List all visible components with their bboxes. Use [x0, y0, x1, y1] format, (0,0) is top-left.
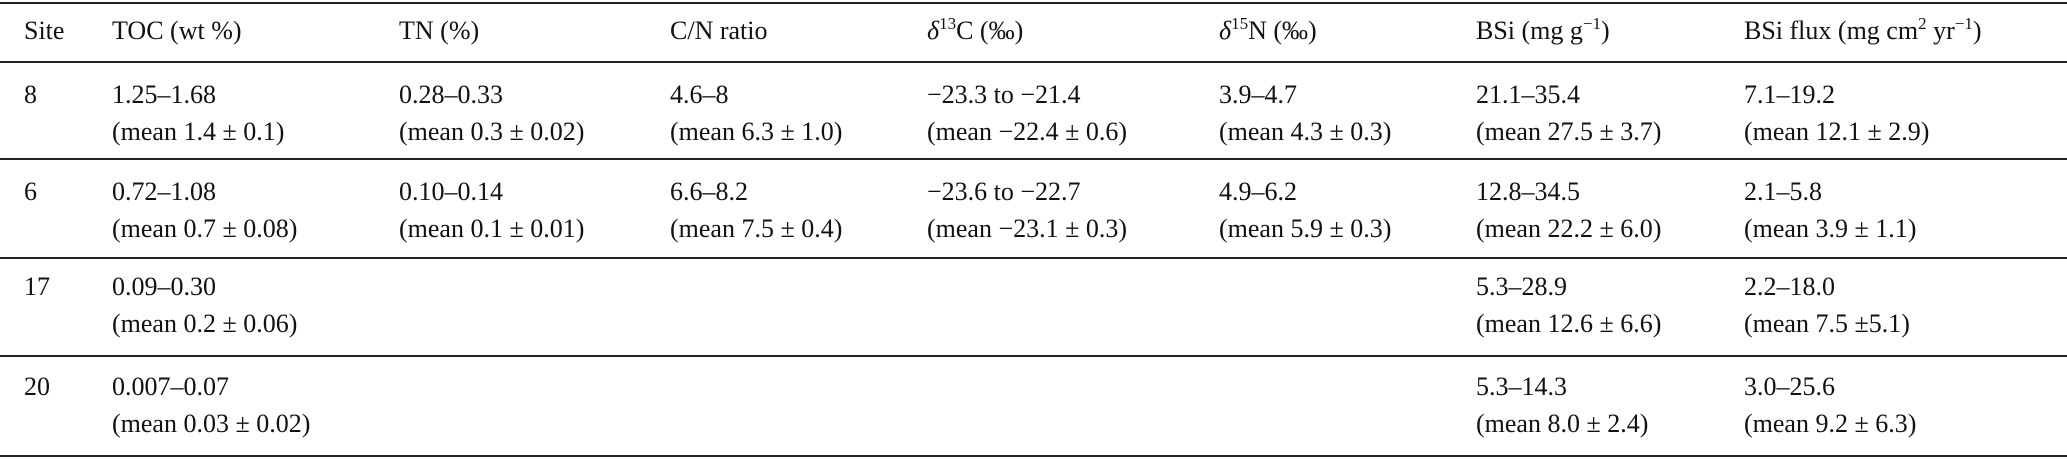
header-text: BSi (mg g: [1476, 16, 1583, 45]
mean-text: (mean 27.5 ± 3.7): [1476, 117, 1662, 146]
range-text: 12.8–34.5: [1476, 177, 1580, 206]
header-superscript: −1: [1954, 14, 1973, 33]
range-text: 0.007–0.07: [112, 372, 229, 401]
range-text: 5.3–28.9: [1476, 272, 1567, 301]
column-header: BSi flux (mg cm2 yr−1): [1744, 15, 1982, 45]
range-text: 2.2–18.0: [1744, 272, 1835, 301]
header-symbol: δ: [927, 16, 940, 45]
header-text: Site: [24, 16, 65, 45]
table-rule: [0, 455, 2067, 457]
column-header: C/N ratio: [670, 18, 768, 44]
column-header: BSi (mg g−1): [1476, 15, 1610, 45]
table-rule: [0, 61, 2067, 63]
column-header: Site: [24, 18, 64, 44]
header-superscript: −1: [1582, 14, 1602, 33]
mean-text: (mean 0.3 ± 0.02): [399, 117, 585, 146]
table-rule: [0, 2, 2067, 4]
header-superscript: 2: [1918, 14, 1927, 33]
mean-text: (mean 7.5 ± 0.4): [670, 214, 843, 243]
mean-text: (mean 22.2 ± 6.0): [1476, 214, 1662, 243]
range-text: 6.6–8.2: [670, 177, 748, 206]
range-text: 0.72–1.08: [112, 177, 216, 206]
mean-text: (mean −23.1 ± 0.3): [927, 214, 1128, 243]
range-text: 5.3–14.3: [1476, 372, 1567, 401]
range-text: 21.1–35.4: [1476, 80, 1580, 109]
table-rule: [0, 257, 2067, 259]
header-symbol: δ: [1219, 16, 1232, 45]
header-superscript: 13: [939, 14, 957, 33]
mean-text: (mean 6.3 ± 1.0): [670, 117, 843, 146]
table-rule: [0, 355, 2067, 357]
mean-text: (mean 4.3 ± 0.3): [1219, 117, 1392, 146]
header-text: BSi flux (mg cm: [1744, 16, 1919, 45]
cell-text: 6: [24, 177, 37, 206]
column-header: δ13C (‰): [927, 15, 1024, 45]
mean-text: (mean 7.5 ±5.1): [1744, 309, 1910, 338]
mean-text: (mean 0.03 ± 0.02): [112, 409, 311, 438]
header-text: TOC (wt %): [112, 16, 242, 45]
mean-text: (mean 0.7 ± 0.08): [112, 214, 298, 243]
mean-text: (mean 1.4 ± 0.1): [112, 117, 285, 146]
mean-text: (mean −22.4 ± 0.6): [927, 117, 1128, 146]
mean-text: (mean 0.1 ± 0.01): [399, 214, 585, 243]
range-text: 4.9–6.2: [1219, 177, 1297, 206]
range-text: 3.0–25.6: [1744, 372, 1835, 401]
mean-text: (mean 9.2 ± 6.3): [1744, 409, 1917, 438]
header-superscript: 15: [1231, 14, 1249, 33]
column-header: TN (%): [399, 18, 479, 44]
range-text: 0.10–0.14: [399, 177, 503, 206]
range-text: 3.9–4.7: [1219, 80, 1297, 109]
header-text: yr: [1926, 16, 1955, 45]
range-text: −23.6 to −22.7: [927, 177, 1081, 206]
header-text: ): [1601, 16, 1610, 45]
cell-text: 20: [24, 372, 50, 401]
mean-text: (mean 0.2 ± 0.06): [112, 309, 298, 338]
mean-text: (mean 12.6 ± 6.6): [1476, 309, 1662, 338]
mean-text: (mean 5.9 ± 0.3): [1219, 214, 1392, 243]
header-text: C (‰): [956, 16, 1024, 45]
range-text: 0.28–0.33: [399, 80, 503, 109]
column-header: δ15N (‰): [1219, 15, 1317, 45]
column-header: TOC (wt %): [112, 18, 242, 44]
range-text: 1.25–1.68: [112, 80, 216, 109]
range-text: −23.3 to −21.4: [927, 80, 1081, 109]
header-text: C/N ratio: [670, 16, 768, 45]
header-text: TN (%): [399, 16, 480, 45]
header-text: N (‰): [1248, 16, 1317, 45]
range-text: 4.6–8: [670, 80, 729, 109]
mean-text: (mean 8.0 ± 2.4): [1476, 409, 1649, 438]
cell-text: 8: [24, 80, 37, 109]
range-text: 2.1–5.8: [1744, 177, 1822, 206]
table-rule: [0, 158, 2067, 160]
mean-text: (mean 3.9 ± 1.1): [1744, 214, 1917, 243]
mean-text: (mean 12.1 ± 2.9): [1744, 117, 1930, 146]
range-text: 0.09–0.30: [112, 272, 216, 301]
header-text: ): [1972, 16, 1982, 45]
range-text: 7.1–19.2: [1744, 80, 1835, 109]
cell-text: 17: [24, 272, 50, 301]
